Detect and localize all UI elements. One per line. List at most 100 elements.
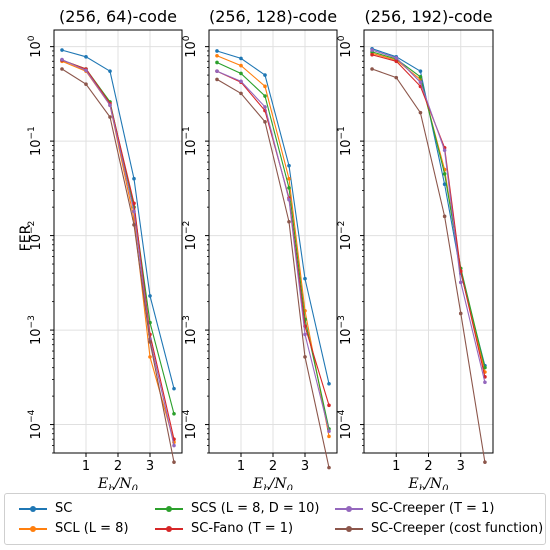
data-point xyxy=(215,69,219,73)
x-tick-label: 3 xyxy=(301,459,309,474)
data-point xyxy=(287,163,291,168)
y-axis-label: FER xyxy=(18,224,34,251)
data-point xyxy=(418,80,423,85)
data-point xyxy=(172,460,176,464)
legend-swatch-scs xyxy=(155,506,183,512)
panel-title: (256, 64)-code xyxy=(59,7,177,26)
x-axis-label: Eb/N0 xyxy=(97,476,139,490)
legend-label-sc: SC xyxy=(55,501,73,516)
data-point xyxy=(60,48,64,52)
series-sc xyxy=(215,49,331,386)
x-tick-label: 1 xyxy=(82,459,90,474)
data-point xyxy=(263,73,267,77)
data-point xyxy=(287,186,291,190)
x-tick-label: 1 xyxy=(392,459,400,474)
y-tick-label: 10−3 xyxy=(27,315,44,345)
data-point xyxy=(370,67,374,71)
series-line xyxy=(371,51,486,368)
series-sc-creeper-t-1 xyxy=(215,69,331,434)
data-point xyxy=(303,355,307,359)
y-tick-label: 100 xyxy=(27,35,44,58)
data-point xyxy=(442,182,447,186)
data-point xyxy=(60,67,64,71)
legend-swatch-sc-creeper-cost xyxy=(335,526,363,532)
data-point xyxy=(370,52,374,57)
data-point xyxy=(287,197,291,202)
x-tick-label: 3 xyxy=(146,459,154,474)
data-point xyxy=(132,201,136,206)
data-point xyxy=(215,77,219,82)
data-point xyxy=(108,115,112,119)
data-point xyxy=(442,148,447,153)
legend: SC SCL (L = 8) SCS (L = 8, D = 10) SC-Fa… xyxy=(4,493,546,545)
data-point xyxy=(172,411,176,416)
data-point xyxy=(394,59,399,64)
data-point xyxy=(172,386,176,391)
legend-label-sc-creeper: SC-Creeper (T = 1) xyxy=(371,501,495,516)
data-point xyxy=(458,280,463,285)
data-point xyxy=(418,69,423,73)
data-point xyxy=(483,365,487,370)
panel-title: (256, 128)-code xyxy=(209,7,337,26)
data-point xyxy=(263,84,267,89)
panel-3: 100 10−1 10−2 10−3 10−4 1 2 3 Eb/N0 (256, 192)-co… xyxy=(337,7,494,490)
series-line xyxy=(371,49,486,383)
legend-swatch-sc-fano xyxy=(155,526,183,532)
data-point xyxy=(215,53,219,58)
data-point xyxy=(287,219,291,224)
x-tick-label: 2 xyxy=(424,459,432,474)
data-point xyxy=(84,55,88,59)
data-point xyxy=(370,48,374,52)
x-axis-label: Eb/N0 xyxy=(408,476,450,490)
data-point xyxy=(458,311,463,316)
data-point xyxy=(215,49,219,53)
y-tick-label: 100 xyxy=(337,35,354,58)
data-point xyxy=(327,434,331,439)
legend-label-sc-fano: SC-Fano (T = 1) xyxy=(191,521,294,536)
x-tick-label: 3 xyxy=(457,459,465,474)
series-line xyxy=(61,49,175,389)
panel-2: 100 10−1 10−2 10−3 10−4 1 2 3 Eb/N0 (256, 128)-co… xyxy=(182,7,338,490)
x-tick-label: 2 xyxy=(114,459,122,474)
x-axis-label: Eb/N0 xyxy=(252,476,294,490)
series-line xyxy=(61,59,175,440)
data-point xyxy=(84,68,88,73)
data-point xyxy=(172,443,176,448)
data-point xyxy=(239,91,243,96)
y-tick-label: 10−1 xyxy=(27,126,44,156)
y-tick-label: 10−4 xyxy=(337,409,354,439)
data-point xyxy=(287,176,291,181)
data-point xyxy=(442,214,447,219)
series-sc-creeper-t-1 xyxy=(60,57,176,448)
series-sc-creeper-cost-function xyxy=(60,67,176,464)
series-line xyxy=(216,50,330,384)
y-tick-label: 100 xyxy=(182,35,199,58)
series-line xyxy=(61,68,175,463)
data-point xyxy=(108,103,112,107)
data-point xyxy=(132,176,136,181)
data-point xyxy=(327,429,331,434)
series-line xyxy=(61,60,175,443)
data-point xyxy=(148,355,152,359)
y-tick-label: 10−4 xyxy=(27,409,44,439)
data-point xyxy=(418,74,423,79)
data-point xyxy=(263,120,267,124)
panel-title: (256, 192)-code xyxy=(364,7,492,26)
data-point xyxy=(132,223,136,227)
series-line xyxy=(216,55,330,437)
fer-figure: FER 100 10−1 10−2 10−3 10−4 1 2 3 Eb/N0 (256, 64)-… xyxy=(18,7,494,490)
data-point xyxy=(418,110,423,115)
data-point xyxy=(327,382,331,386)
series-line xyxy=(371,68,486,463)
legend-swatch-sc-creeper xyxy=(335,506,363,512)
series-sc xyxy=(60,48,176,391)
y-tick-label: 10−2 xyxy=(27,221,44,251)
data-point xyxy=(239,79,243,84)
y-tick-label: 10−2 xyxy=(337,221,354,251)
legend-swatch-scl xyxy=(19,526,47,532)
panel-1: 100 10−1 10−2 10−3 10−4 1 2 3 Eb/N0 (256, 64)-cod… xyxy=(27,7,183,490)
series-scl-l-8 xyxy=(215,53,331,439)
y-tick-label: 10−2 xyxy=(182,221,199,251)
data-point xyxy=(303,276,307,281)
data-point xyxy=(394,56,399,60)
